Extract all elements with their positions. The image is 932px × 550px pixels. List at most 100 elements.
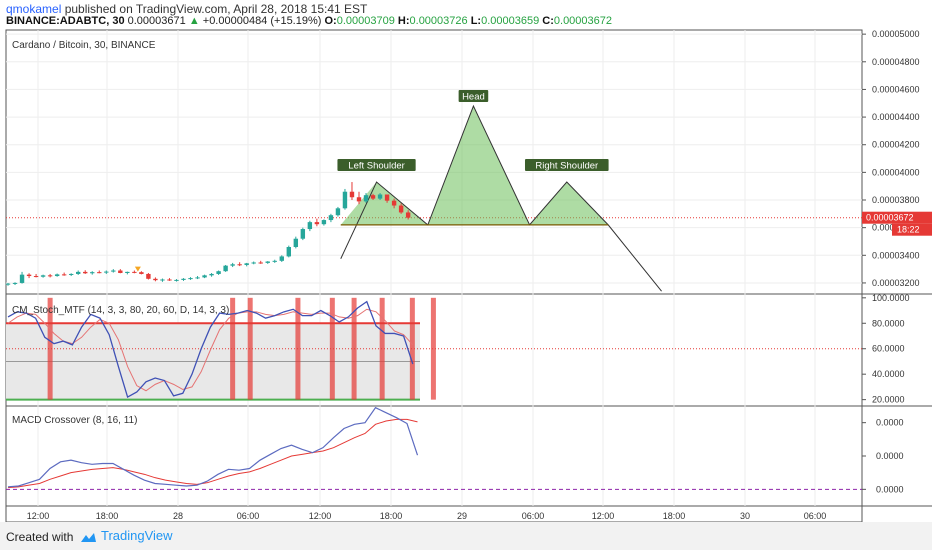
x-tick-label: 18:00	[96, 511, 119, 521]
candle-body	[286, 247, 291, 257]
stoch-signal-bar	[379, 297, 385, 400]
stoch-title: CM_Stoch_MTF (14, 3, 3, 80, 20, 60, D, 1…	[12, 305, 229, 316]
y-tick-label: 0.00004800	[872, 57, 920, 67]
candle-body	[300, 229, 306, 239]
pattern-outline	[340, 104, 662, 292]
chart-frame	[5, 29, 863, 522]
pattern-label: Left Shoulder	[348, 161, 405, 172]
candle-body	[216, 271, 221, 274]
current-price-tag	[862, 211, 932, 224]
stoch-y-tick-label: 20.0000	[872, 395, 905, 405]
stoch-k-line	[7, 300, 414, 399]
low-value: 0.00003659	[481, 15, 540, 27]
stoch-signal-bar	[430, 297, 436, 400]
stoch-signal-bar	[47, 297, 53, 400]
stoch-signal-bar	[329, 297, 335, 400]
y-tick-label: 0.00004400	[872, 112, 920, 122]
macd-title: MACD Crossover (8, 16, 11)	[12, 415, 137, 426]
stoch-y-tick-label: 100.0000	[872, 293, 910, 303]
candle-body	[188, 278, 193, 280]
candle-body	[342, 191, 348, 209]
candle-body	[139, 272, 144, 274]
price-chart[interactable]: 12:00 18:00 28 06:00 12:00 18:00 29 06:00 12:00 1…	[0, 0, 932, 522]
candle-body	[202, 275, 207, 278]
candle-body	[293, 238, 299, 248]
x-tick-label: 30	[740, 511, 750, 521]
x-tick-label: 29	[457, 511, 467, 521]
candle-body	[76, 271, 81, 274]
close-value: 0.00003672	[553, 15, 613, 27]
candle-body	[258, 262, 263, 264]
x-tick-label: 06:00	[237, 511, 260, 521]
candle-body	[209, 273, 214, 276]
candle-body	[230, 264, 235, 266]
y-tick-label: 0.00004600	[872, 84, 920, 94]
candle-body	[321, 220, 327, 225]
open-value: 0.00003709	[336, 15, 395, 27]
x-tick-label: 18:00	[380, 511, 403, 521]
countdown-tag	[892, 223, 932, 236]
candle-body	[12, 282, 18, 284]
high-value: 0.00003726	[409, 15, 468, 27]
publish-header: qmokamel published on TradingView.com, A…	[6, 2, 367, 16]
candle-body	[47, 275, 53, 277]
candle-body	[251, 262, 256, 264]
x-tick-label: 12:00	[27, 511, 50, 521]
candle-body	[111, 270, 116, 272]
pattern-label: Right Shoulder	[535, 161, 598, 172]
x-tick-label: 06:00	[522, 511, 545, 521]
candle-body	[265, 261, 270, 263]
candle-body	[83, 271, 88, 274]
pattern-label-box	[337, 159, 416, 172]
stoch-signal-bar	[351, 297, 357, 400]
candle-body	[61, 274, 67, 276]
candle-body	[90, 272, 95, 274]
up-triangle-icon: ▲	[188, 15, 200, 27]
candle-body	[356, 197, 362, 202]
candle-body	[5, 283, 11, 285]
stoch-d-line	[7, 308, 414, 392]
candle-body	[307, 222, 313, 230]
author-link[interactable]: qmokamel	[6, 2, 62, 16]
x-tick-label: 06:00	[804, 511, 827, 521]
candle-body	[398, 205, 404, 213]
candle-body	[104, 271, 109, 273]
publish-info: published on TradingView.com, April 28, …	[64, 2, 368, 16]
candle-body	[153, 278, 158, 281]
candle-body	[363, 195, 369, 202]
current-price-label: 0.00003672	[866, 213, 914, 223]
y-tick-label: 0.00004200	[872, 140, 920, 150]
stoch-y-tick-label: 60.0000	[872, 344, 905, 354]
x-tick-label: 12:00	[592, 511, 615, 521]
cloud-icon	[81, 533, 96, 542]
candle-body	[19, 274, 25, 283]
candle-body	[391, 200, 397, 206]
x-tick-label: 18:00	[663, 511, 686, 521]
candle-body	[195, 277, 200, 279]
footer: Created with TradingView	[0, 522, 932, 550]
candle-body	[132, 271, 137, 273]
tradingview-logo[interactable]: TradingView	[79, 528, 173, 543]
candle-body	[279, 256, 284, 261]
stoch-signal-bar	[230, 297, 236, 400]
candle-body	[146, 273, 151, 279]
last-price: 0.00003671	[127, 15, 186, 27]
pattern-fill	[340, 106, 609, 225]
candle-body	[328, 215, 334, 221]
candle-body	[40, 275, 46, 277]
candle-body	[118, 270, 123, 273]
candle-body	[181, 278, 186, 280]
symbol-label: BINANCE:ADABTC, 30	[6, 15, 125, 27]
pattern-label-box	[524, 159, 609, 172]
candle-body	[223, 265, 228, 272]
pattern-label-box	[458, 90, 489, 103]
y-tick-label: 0.00003200	[872, 278, 920, 288]
candle-body	[377, 194, 383, 199]
created-with-label: Created with	[6, 530, 74, 544]
price-change: +0.00000484 (+15.19%)	[202, 15, 322, 27]
macd-y-tick-label: 0.0000	[876, 484, 904, 494]
candle-body	[349, 191, 355, 198]
y-tick-label: 0.00005000	[872, 29, 920, 39]
candle-body	[26, 274, 32, 277]
candle-body	[68, 273, 74, 275]
